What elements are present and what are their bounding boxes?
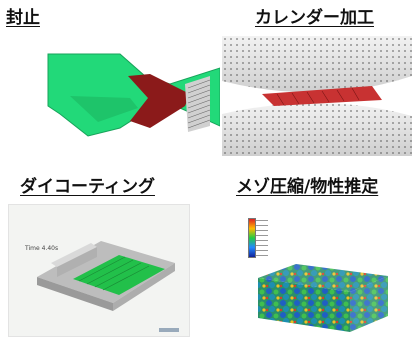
sealing-simulation-image — [10, 36, 220, 156]
die-coating-simulation-image: Time 4.40s — [8, 204, 190, 337]
color-legend — [248, 218, 256, 258]
time-label: Time 4.40s — [25, 245, 59, 252]
panel-title-sealing: 封止 — [6, 8, 40, 28]
color-legend-ticks — [256, 216, 268, 258]
meso-compression-simulation-image — [238, 204, 390, 337]
calendering-simulation-image — [222, 36, 412, 156]
panel-title-meso-compression: メゾ圧縮/物性推定 — [236, 177, 379, 197]
panel-title-die-coating: ダイコーティング — [20, 177, 155, 197]
panel-title-calendering: カレンダー加工 — [255, 8, 374, 28]
